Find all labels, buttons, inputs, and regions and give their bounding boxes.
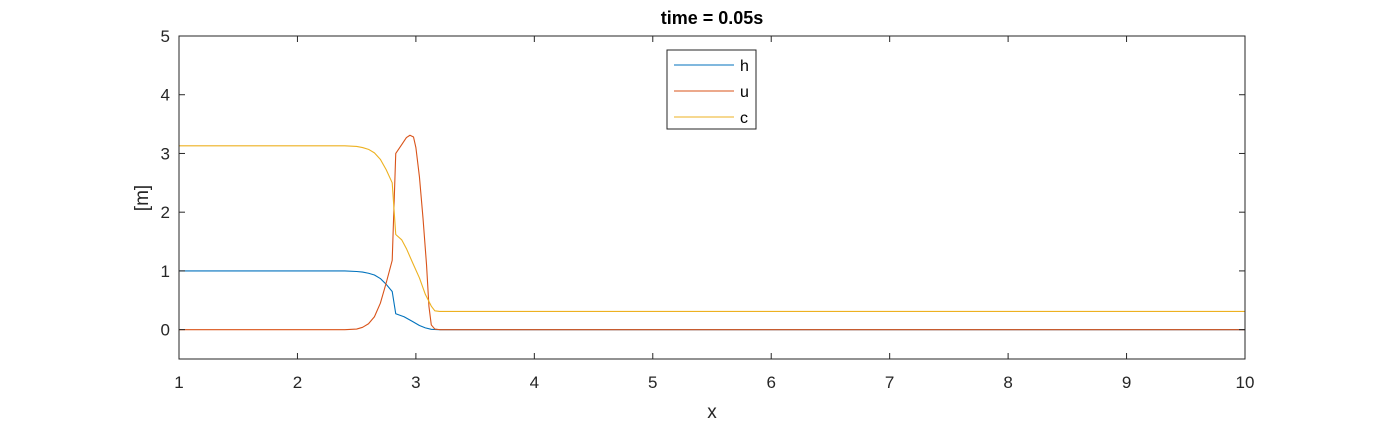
x-tick-label: 8 xyxy=(1003,373,1012,392)
x-tick-label: 5 xyxy=(648,373,657,392)
y-tick-label: 5 xyxy=(161,27,170,46)
x-tick-label: 1 xyxy=(174,373,183,392)
y-axis-label: [m] xyxy=(132,185,153,211)
y-tick-label: 3 xyxy=(161,144,170,163)
series-line-c xyxy=(179,145,1245,312)
legend-entries: huc xyxy=(674,58,749,127)
x-axis-label: x xyxy=(707,402,717,423)
x-tick-label: 6 xyxy=(766,373,775,392)
x-tick-label: 3 xyxy=(411,373,420,392)
series-line-h xyxy=(179,270,1245,331)
x-tick-label: 4 xyxy=(530,373,539,392)
legend-label-u: u xyxy=(740,84,749,101)
x-tick-label: 10 xyxy=(1236,373,1255,392)
legend-box xyxy=(666,49,757,130)
series-layer xyxy=(179,134,1245,331)
series-line-u xyxy=(179,134,1245,331)
axes-box xyxy=(178,35,1246,360)
legend-label-c: c xyxy=(740,110,748,127)
tick-layer: 1 2 3 4 5 6 7 8 9 10 0 1 2 3 4 5 xyxy=(161,27,1255,392)
x-tick-label: 9 xyxy=(1122,373,1131,392)
y-tick-label: 0 xyxy=(161,321,170,340)
legend: huc xyxy=(666,49,757,130)
chart-title: time = 0.05s xyxy=(661,8,764,28)
x-tick-label: 2 xyxy=(293,373,302,392)
y-tick-label: 4 xyxy=(161,86,170,105)
y-tick-label: 1 xyxy=(161,262,170,281)
legend-label-h: h xyxy=(740,58,749,75)
y-tick-label: 2 xyxy=(161,203,170,222)
x-tick-label: 7 xyxy=(885,373,894,392)
